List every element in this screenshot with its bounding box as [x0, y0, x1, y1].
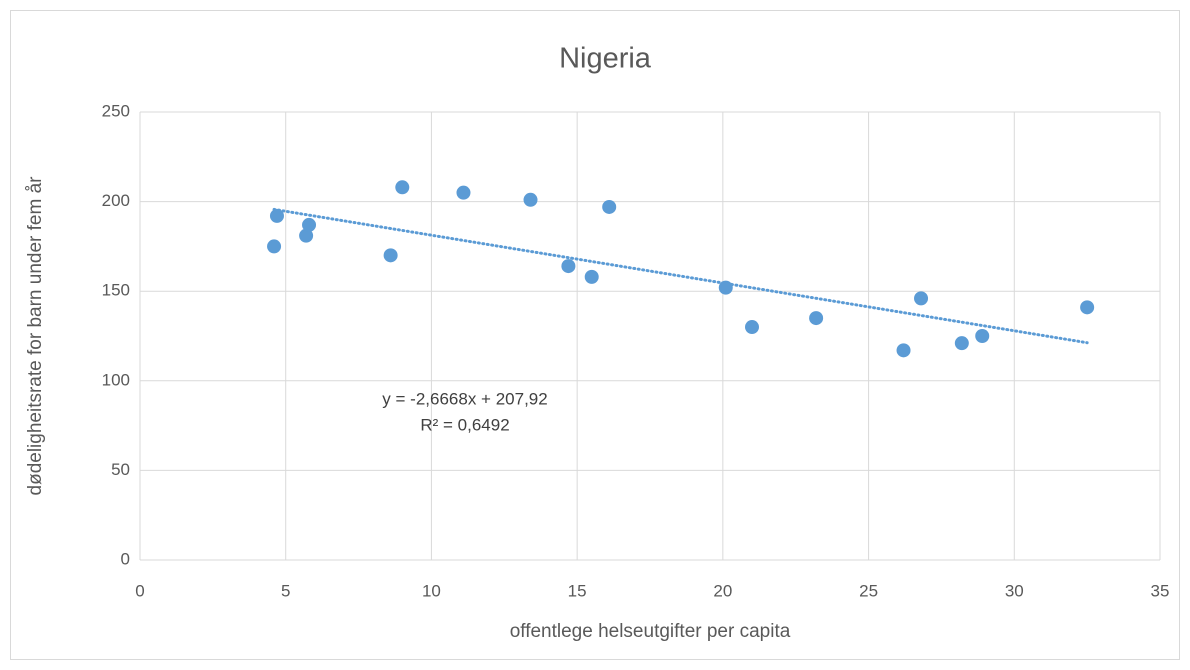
x-tick-label: 0 [135, 581, 144, 600]
point [302, 217, 317, 232]
x-tick-label: 25 [859, 581, 878, 600]
point [602, 199, 617, 214]
point [299, 228, 314, 243]
x-tick-label: 20 [713, 581, 732, 600]
trend-r2: R² = 0,6492 [420, 415, 509, 434]
point [809, 311, 824, 326]
chart-title: Nigeria [559, 43, 652, 75]
point [896, 343, 911, 358]
point [975, 329, 990, 343]
point [267, 239, 282, 254]
point [523, 192, 538, 207]
y-tick-label: 250 [102, 101, 130, 120]
point [395, 180, 410, 195]
x-tick-label: 15 [568, 581, 587, 600]
x-tick-label: 5 [281, 581, 290, 600]
y-tick-label: 50 [111, 460, 130, 479]
point [269, 208, 284, 223]
y-tick-label: 100 [102, 370, 130, 389]
y-tick-label: 200 [102, 191, 130, 210]
y-tick-label: 150 [102, 281, 130, 300]
trend-equation: y = -2,6668x + 207,92 [382, 389, 547, 408]
point [718, 280, 733, 295]
y-axis-label: dødeligheitsrate for barn under fem år [25, 176, 46, 496]
point [456, 185, 471, 200]
point [954, 336, 969, 351]
x-tick-label: 10 [422, 581, 441, 600]
point [745, 320, 759, 335]
point [914, 291, 929, 306]
chart-frame [10, 10, 1180, 660]
point [561, 259, 576, 274]
x-axis-label: offentlege helseutgifter per capita [510, 621, 791, 642]
point [1080, 300, 1095, 315]
trendline [272, 207, 1089, 345]
point [383, 248, 398, 263]
x-tick-label: 30 [1005, 581, 1024, 600]
x-tick-label: 35 [1151, 581, 1170, 600]
y-tick-label: 0 [121, 549, 130, 568]
point [584, 269, 599, 284]
